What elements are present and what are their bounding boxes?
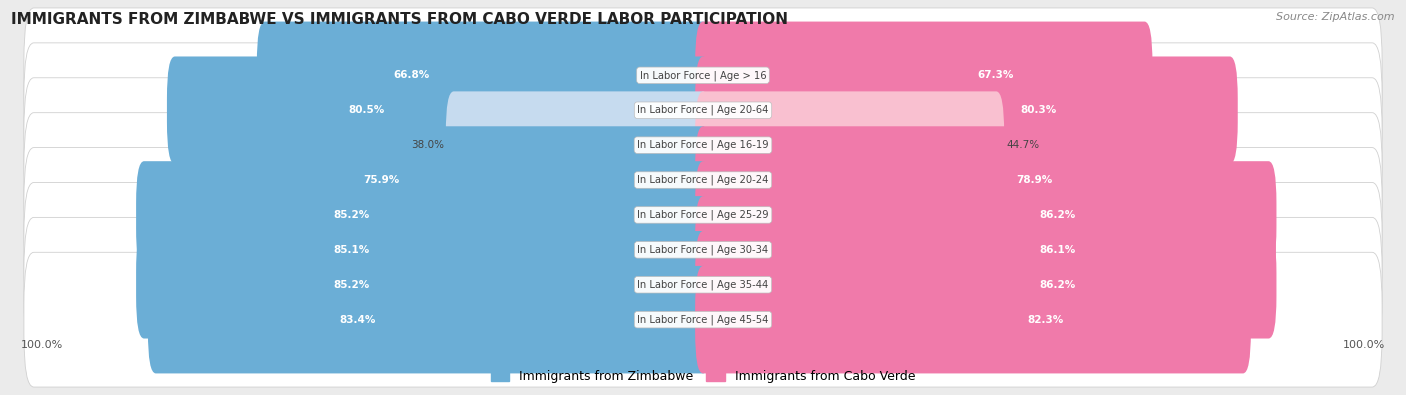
- Text: 100.0%: 100.0%: [21, 340, 63, 350]
- FancyBboxPatch shape: [136, 161, 711, 269]
- FancyBboxPatch shape: [24, 8, 1382, 143]
- Text: 82.3%: 82.3%: [1026, 315, 1063, 325]
- Text: 38.0%: 38.0%: [411, 140, 444, 150]
- Text: 78.9%: 78.9%: [1017, 175, 1052, 185]
- Text: In Labor Force | Age 20-64: In Labor Force | Age 20-64: [637, 105, 769, 115]
- Text: In Labor Force | Age 16-19: In Labor Force | Age 16-19: [637, 140, 769, 150]
- FancyBboxPatch shape: [167, 56, 711, 164]
- FancyBboxPatch shape: [24, 43, 1382, 178]
- Text: IMMIGRANTS FROM ZIMBABWE VS IMMIGRANTS FROM CABO VERDE LABOR PARTICIPATION: IMMIGRANTS FROM ZIMBABWE VS IMMIGRANTS F…: [11, 12, 789, 27]
- Text: In Labor Force | Age 35-44: In Labor Force | Age 35-44: [637, 280, 769, 290]
- Text: In Labor Force | Age > 16: In Labor Force | Age > 16: [640, 70, 766, 81]
- Text: In Labor Force | Age 30-34: In Labor Force | Age 30-34: [637, 245, 769, 255]
- Text: In Labor Force | Age 25-29: In Labor Force | Age 25-29: [637, 210, 769, 220]
- FancyBboxPatch shape: [136, 196, 711, 304]
- Text: 85.2%: 85.2%: [333, 210, 370, 220]
- FancyBboxPatch shape: [257, 22, 711, 129]
- FancyBboxPatch shape: [24, 113, 1382, 247]
- Text: 86.1%: 86.1%: [1039, 245, 1076, 255]
- FancyBboxPatch shape: [695, 266, 1251, 373]
- FancyBboxPatch shape: [24, 182, 1382, 317]
- FancyBboxPatch shape: [197, 126, 711, 234]
- Text: 80.5%: 80.5%: [349, 105, 385, 115]
- FancyBboxPatch shape: [695, 196, 1275, 304]
- Text: In Labor Force | Age 20-24: In Labor Force | Age 20-24: [637, 175, 769, 185]
- Text: 83.4%: 83.4%: [339, 315, 375, 325]
- Text: 75.9%: 75.9%: [364, 175, 399, 185]
- Text: Source: ZipAtlas.com: Source: ZipAtlas.com: [1277, 12, 1395, 22]
- Text: 85.2%: 85.2%: [333, 280, 370, 290]
- FancyBboxPatch shape: [695, 56, 1237, 164]
- FancyBboxPatch shape: [446, 91, 711, 199]
- Text: 86.2%: 86.2%: [1040, 210, 1076, 220]
- FancyBboxPatch shape: [695, 91, 1004, 199]
- FancyBboxPatch shape: [695, 22, 1153, 129]
- FancyBboxPatch shape: [24, 148, 1382, 282]
- Text: 44.7%: 44.7%: [1007, 140, 1039, 150]
- FancyBboxPatch shape: [695, 231, 1277, 339]
- FancyBboxPatch shape: [695, 126, 1229, 234]
- Text: In Labor Force | Age 45-54: In Labor Force | Age 45-54: [637, 314, 769, 325]
- FancyBboxPatch shape: [24, 78, 1382, 213]
- Text: 100.0%: 100.0%: [1343, 340, 1385, 350]
- FancyBboxPatch shape: [695, 161, 1277, 269]
- Text: 66.8%: 66.8%: [394, 70, 430, 80]
- Text: 85.1%: 85.1%: [333, 245, 370, 255]
- Text: 67.3%: 67.3%: [977, 70, 1014, 80]
- FancyBboxPatch shape: [24, 217, 1382, 352]
- Legend: Immigrants from Zimbabwe, Immigrants from Cabo Verde: Immigrants from Zimbabwe, Immigrants fro…: [485, 364, 921, 389]
- FancyBboxPatch shape: [148, 266, 711, 373]
- Text: 86.2%: 86.2%: [1040, 280, 1076, 290]
- FancyBboxPatch shape: [136, 231, 711, 339]
- Text: 80.3%: 80.3%: [1021, 105, 1057, 115]
- FancyBboxPatch shape: [24, 252, 1382, 387]
